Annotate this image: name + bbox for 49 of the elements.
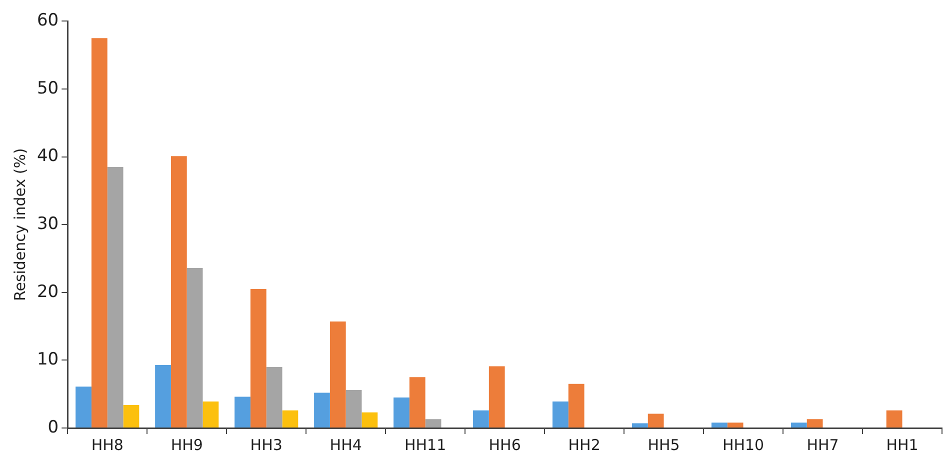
y-tick-label: 10 bbox=[36, 350, 59, 370]
bar bbox=[346, 390, 362, 428]
x-tick-label: HH10 bbox=[722, 436, 764, 454]
x-tick-label: HH9 bbox=[170, 436, 203, 454]
bar bbox=[473, 410, 489, 428]
bar bbox=[790, 422, 807, 428]
bar bbox=[234, 396, 250, 428]
bar bbox=[107, 166, 124, 428]
bar bbox=[250, 289, 266, 428]
bar bbox=[186, 268, 203, 428]
bar bbox=[711, 422, 728, 428]
bar bbox=[568, 384, 584, 428]
bar bbox=[632, 423, 648, 428]
x-tick-label: HH8 bbox=[91, 436, 124, 454]
bar bbox=[330, 322, 346, 428]
bar bbox=[409, 377, 426, 428]
bar bbox=[202, 402, 219, 428]
bar bbox=[727, 422, 744, 428]
bar bbox=[123, 404, 140, 428]
bar bbox=[155, 364, 171, 428]
bar bbox=[266, 366, 282, 428]
y-tick-label: 50 bbox=[36, 78, 59, 98]
bar bbox=[648, 414, 664, 428]
bar bbox=[806, 419, 823, 428]
bar bbox=[425, 419, 442, 428]
bar bbox=[488, 366, 505, 428]
y-tick-label: 30 bbox=[36, 214, 59, 234]
x-tick-label: HH7 bbox=[806, 436, 839, 454]
x-tick-label: HH2 bbox=[568, 436, 600, 454]
y-tick-label: 20 bbox=[36, 282, 59, 302]
x-tick-label: HH11 bbox=[404, 436, 446, 454]
bar bbox=[886, 410, 902, 428]
bar bbox=[552, 402, 568, 428]
y-tick-label: 40 bbox=[36, 146, 59, 166]
y-tick-label: 60 bbox=[36, 10, 59, 31]
bar bbox=[76, 386, 92, 428]
bar bbox=[282, 410, 298, 428]
bar bbox=[362, 412, 378, 428]
x-tick-label: HH5 bbox=[648, 436, 680, 454]
x-tick-label: HH6 bbox=[488, 436, 521, 454]
x-tick-label: HH4 bbox=[330, 436, 362, 454]
bar bbox=[394, 397, 410, 428]
x-tick-label: HH1 bbox=[886, 436, 918, 454]
y-tick-label: 0 bbox=[48, 417, 59, 438]
bar bbox=[314, 392, 330, 428]
bar bbox=[170, 156, 187, 428]
x-tick-label: HH3 bbox=[250, 436, 282, 454]
bar bbox=[91, 38, 108, 428]
y-axis-title: Residency index (%) bbox=[10, 148, 29, 302]
